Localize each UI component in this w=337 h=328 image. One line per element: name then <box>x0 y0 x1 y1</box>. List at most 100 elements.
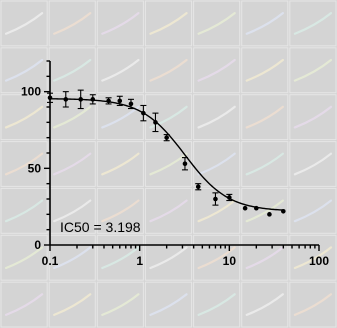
background-tile <box>96 0 144 47</box>
background-tile <box>0 234 48 281</box>
background-tile-curve <box>245 199 284 223</box>
background-tile-curve <box>4 199 44 223</box>
background-tile <box>144 281 193 328</box>
background-tile <box>48 47 96 94</box>
background-tile <box>241 141 289 187</box>
background-tile <box>0 94 48 141</box>
background-tile <box>193 0 241 47</box>
background-tile <box>144 94 193 141</box>
background-tile-curve <box>149 293 188 316</box>
background-tile-curve <box>101 105 140 129</box>
background-tile-curve <box>149 12 188 35</box>
background-tile-curve <box>197 246 236 270</box>
data-point <box>227 195 232 200</box>
background-tile <box>193 94 241 141</box>
background-tile-curve <box>293 246 333 270</box>
x-tick-label: 1 <box>136 254 143 268</box>
background-tile <box>289 0 337 47</box>
background-tile-curve <box>293 199 333 223</box>
background-tile <box>193 141 241 187</box>
data-point <box>47 95 53 101</box>
background-tile-curve <box>4 152 44 176</box>
background-tile-curve <box>4 246 44 270</box>
background-tile <box>96 187 144 234</box>
data-point <box>128 101 134 107</box>
background-tile <box>193 234 241 281</box>
background-tile-curve <box>149 199 188 223</box>
background-tile <box>96 234 144 281</box>
background-tile-curve <box>245 105 284 129</box>
background-tile <box>144 47 193 94</box>
background-tile-curve <box>53 199 92 223</box>
data-point <box>106 98 111 104</box>
background-tile <box>0 187 48 234</box>
background-tile-curve <box>149 152 188 176</box>
background-tile <box>96 281 144 328</box>
background-tile <box>48 0 96 47</box>
background-tile-curve <box>53 152 92 176</box>
background-tile-curve <box>197 105 236 129</box>
axes: 0 50 100 0.1 1 10 100 <box>21 60 329 268</box>
background-tile <box>289 47 337 94</box>
background-tile-curve <box>53 105 92 129</box>
background-tile <box>241 0 289 47</box>
background-tile-curve <box>101 58 140 82</box>
background-tile-curve <box>197 152 236 176</box>
background-tile <box>289 141 337 187</box>
background-tile <box>289 187 337 234</box>
ic50-annotation: IC50 = 3.198 <box>60 219 141 235</box>
data-points-layer <box>47 89 286 217</box>
background-tile-curve <box>101 152 140 176</box>
data-point <box>267 212 272 217</box>
background-tile <box>241 187 289 234</box>
x-tick-label: 0.1 <box>42 254 59 268</box>
background-tile-curve <box>53 12 92 35</box>
background-tile <box>193 187 241 234</box>
background-tile-curve <box>149 246 188 270</box>
background-tile <box>0 141 48 187</box>
data-point <box>195 184 201 190</box>
background-tile-curve <box>4 12 44 35</box>
background-tile <box>289 234 337 281</box>
background-tile <box>48 94 96 141</box>
data-point <box>242 205 248 211</box>
background-tile-curve <box>245 58 284 82</box>
data-point <box>90 97 96 102</box>
background-tile-curve <box>293 58 333 82</box>
background-tile-curve <box>149 58 188 82</box>
background-tile-curve <box>293 12 333 35</box>
background-tile-curve <box>197 58 236 82</box>
y-tick-label: 100 <box>21 85 41 99</box>
background-tile-curve <box>245 12 284 35</box>
background-tile <box>193 47 241 94</box>
data-point <box>254 205 259 211</box>
background-tile-curve <box>293 105 333 129</box>
background-tile-curve <box>197 199 236 223</box>
background-tile-curve <box>101 199 140 223</box>
background-tile <box>0 281 48 328</box>
background-tile <box>48 281 96 328</box>
background-tile <box>96 141 144 187</box>
data-point <box>182 161 188 167</box>
background-tile <box>48 234 96 281</box>
background-tile-curve <box>101 246 140 270</box>
background-tile <box>0 0 48 47</box>
fit-curve <box>49 98 284 211</box>
background-tile-curve <box>53 246 92 270</box>
data-point <box>213 196 218 202</box>
background-tile <box>48 141 96 187</box>
background-tile-curve <box>101 12 140 35</box>
background-tile <box>144 0 193 47</box>
background-tile <box>144 234 193 281</box>
x-tick-label: 10 <box>223 254 237 268</box>
background-tile-curve <box>245 246 284 270</box>
y-tick-label: 0 <box>34 238 41 252</box>
background-tile <box>289 94 337 141</box>
background-tile <box>241 234 289 281</box>
background-tile-curve <box>293 293 333 316</box>
fit-curve-layer <box>49 98 284 211</box>
background-tile-curve <box>4 58 44 82</box>
